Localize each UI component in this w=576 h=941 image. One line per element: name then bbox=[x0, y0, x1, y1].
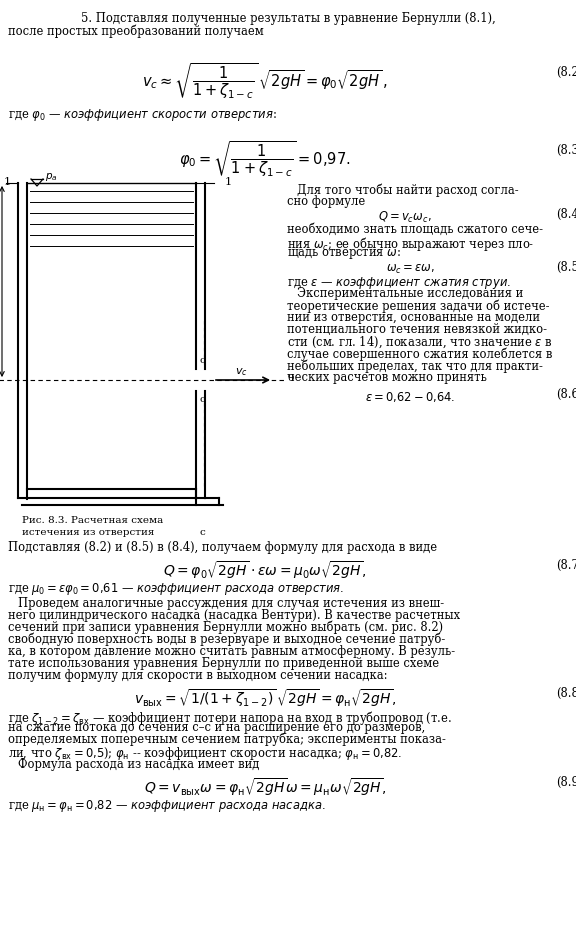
Text: (8.4): (8.4) bbox=[556, 208, 576, 221]
Text: случае совершенного сжатия колеблется в: случае совершенного сжатия колеблется в bbox=[287, 347, 552, 360]
Text: сти (см. гл. 14), показали, что значение $\varepsilon$ в: сти (см. гл. 14), показали, что значение… bbox=[287, 335, 553, 350]
Text: нии из отверстия, основанные на модели: нии из отверстия, основанные на модели bbox=[287, 311, 540, 324]
Text: $p_a$: $p_a$ bbox=[45, 171, 58, 183]
Text: щадь отверстия $\omega$:: щадь отверстия $\omega$: bbox=[287, 247, 401, 261]
Text: 1: 1 bbox=[225, 177, 232, 187]
Text: (8.6): (8.6) bbox=[556, 388, 576, 401]
Text: Экспериментальные исследования и: Экспериментальные исследования и bbox=[297, 287, 523, 300]
Text: (8.5): (8.5) bbox=[556, 261, 576, 274]
Text: Рис. 8.3. Расчетная схема: Рис. 8.3. Расчетная схема bbox=[22, 516, 163, 525]
Text: необходимо знать площадь сжатого сече-: необходимо знать площадь сжатого сече- bbox=[287, 223, 543, 236]
Text: c: c bbox=[200, 528, 206, 537]
Text: 5. Подставляя полученные результаты в уравнение Бернулли (8.1),: 5. Подставляя полученные результаты в ур… bbox=[81, 12, 495, 25]
Text: Подставляя (8.2) и (8.5) в (8.4), получаем формулу для расхода в виде: Подставляя (8.2) и (8.5) в (8.4), получа… bbox=[8, 541, 437, 554]
Text: небольших пределах, так что для практи-: небольших пределах, так что для практи- bbox=[287, 359, 543, 373]
Text: (8.2): (8.2) bbox=[556, 66, 576, 79]
Text: тате использования уравнения Бернулли по приведенной выше схеме: тате использования уравнения Бернулли по… bbox=[8, 657, 439, 670]
Text: 1: 1 bbox=[4, 177, 11, 187]
Text: где $\mu_0 = \varepsilon\varphi_0 = 0{,}61$ — $\mathit{коэффициент\ расхода\ отв: где $\mu_0 = \varepsilon\varphi_0 = 0{,}… bbox=[8, 581, 344, 597]
Text: (8.7): (8.7) bbox=[556, 559, 576, 572]
Text: Для того чтобы найти расход согла-: Для того чтобы найти расход согла- bbox=[297, 183, 518, 197]
Text: ческих расчетов можно принять: ческих расчетов можно принять bbox=[287, 371, 487, 384]
Text: (8.3): (8.3) bbox=[556, 144, 576, 157]
Text: $\varepsilon = 0{,}62 - 0{,}64.$: $\varepsilon = 0{,}62 - 0{,}64.$ bbox=[365, 390, 455, 404]
Text: где $\mu_{\mathrm{н}} = \varphi_{\mathrm{н}} = 0{,}82$ — $\mathit{коэффициент\ р: где $\mu_{\mathrm{н}} = \varphi_{\mathrm… bbox=[8, 798, 325, 814]
Text: c: c bbox=[200, 356, 206, 365]
Text: ка, в котором давление можно считать равным атмосферному. В резуль-: ка, в котором давление можно считать рав… bbox=[8, 645, 455, 658]
Text: $\varphi_0 = \sqrt{\dfrac{1}{1+\zeta_{1-c}}} = 0{,}97.$: $\varphi_0 = \sqrt{\dfrac{1}{1+\zeta_{1-… bbox=[179, 140, 351, 179]
Text: c: c bbox=[200, 395, 206, 404]
Text: 0: 0 bbox=[287, 374, 294, 383]
Text: теоретические решения задачи об истече-: теоретические решения задачи об истече- bbox=[287, 299, 550, 312]
Text: ния $\omega_c$; ее обычно выражают через пло-: ния $\omega_c$; ее обычно выражают через… bbox=[287, 235, 535, 253]
Text: $v_c$: $v_c$ bbox=[235, 366, 248, 377]
Text: где $\zeta_{1-2} = \zeta_{\mathrm{вх}}$ — коэффициент потери напора на вход в тр: где $\zeta_{1-2} = \zeta_{\mathrm{вх}}$ … bbox=[8, 709, 452, 727]
Text: $Q = v_{\mathrm{вых}}\omega = \varphi_{\mathrm{н}}\sqrt{2gH}\omega = \mu_{\mathr: $Q = v_{\mathrm{вых}}\omega = \varphi_{\… bbox=[143, 776, 386, 798]
Text: $v_c \approx \sqrt{\dfrac{1}{1+\zeta_{1-c}}}\,\sqrt{2gH} = \varphi_0\sqrt{2gH}\,: $v_c \approx \sqrt{\dfrac{1}{1+\zeta_{1-… bbox=[142, 62, 388, 102]
Text: свободную поверхность воды в резервуаре и выходное сечение патруб-: свободную поверхность воды в резервуаре … bbox=[8, 633, 445, 646]
Text: где $\varphi_0$ — $\mathit{коэффициент\ скорости\ отверстия}$:: где $\varphi_0$ — $\mathit{коэффициент\ … bbox=[8, 107, 277, 123]
Text: Проведем аналогичные рассуждения для случая истечения из внеш-: Проведем аналогичные рассуждения для слу… bbox=[18, 597, 444, 610]
Text: сно формуле: сно формуле bbox=[287, 195, 365, 208]
Text: $\omega_c = \varepsilon\omega,$: $\omega_c = \varepsilon\omega,$ bbox=[385, 263, 434, 276]
Text: сечений при записи уравнения Бернулли можно выбрать (см. рис. 8.2): сечений при записи уравнения Бернулли мо… bbox=[8, 621, 443, 634]
Text: после простых преобразований получаем: после простых преобразований получаем bbox=[8, 24, 264, 38]
Text: него цилиндрического насадка (насадка Вентури). В качестве расчетных: него цилиндрического насадка (насадка Ве… bbox=[8, 609, 460, 622]
Text: (8.9): (8.9) bbox=[556, 776, 576, 789]
Text: где $\varepsilon$ — $\mathit{коэффициент\ сжатия\ струи.}$: где $\varepsilon$ — $\mathit{коэффициент… bbox=[287, 275, 511, 291]
Text: $Q = v_c\omega_c,$: $Q = v_c\omega_c,$ bbox=[378, 210, 432, 225]
Text: определяемых поперечным сечением патрубка; эксперименты показа-: определяемых поперечным сечением патрубк… bbox=[8, 733, 446, 746]
Text: (8.8): (8.8) bbox=[556, 687, 576, 700]
Text: истечения из отверстия: истечения из отверстия bbox=[22, 528, 154, 537]
Text: потенциального течения невязкой жидко-: потенциального течения невязкой жидко- bbox=[287, 323, 547, 336]
Text: на сжатие потока до сечения с–с и на расширение его до размеров,: на сжатие потока до сечения с–с и на рас… bbox=[8, 721, 425, 734]
Text: $v_{\mathrm{вых}} = \sqrt{1/(1+\zeta_{1-2})}\,\sqrt{2gH} = \varphi_{\mathrm{н}}\: $v_{\mathrm{вых}} = \sqrt{1/(1+\zeta_{1-… bbox=[134, 687, 396, 709]
Text: $Q = \varphi_0\sqrt{2gH}\cdot\varepsilon\omega = \mu_0\omega\sqrt{2gH},$: $Q = \varphi_0\sqrt{2gH}\cdot\varepsilon… bbox=[163, 559, 367, 581]
Text: Формула расхода из насадка имеет вид: Формула расхода из насадка имеет вид bbox=[18, 758, 259, 771]
Text: ли, что $\zeta_{\mathrm{вх}} = 0{,}5$); $\varphi_{\mathrm{н}}$ -- коэффициент ск: ли, что $\zeta_{\mathrm{вх}} = 0{,}5$); … bbox=[8, 745, 402, 762]
Text: получим формулу для скорости в выходном сечении насадка:: получим формулу для скорости в выходном … bbox=[8, 669, 388, 682]
